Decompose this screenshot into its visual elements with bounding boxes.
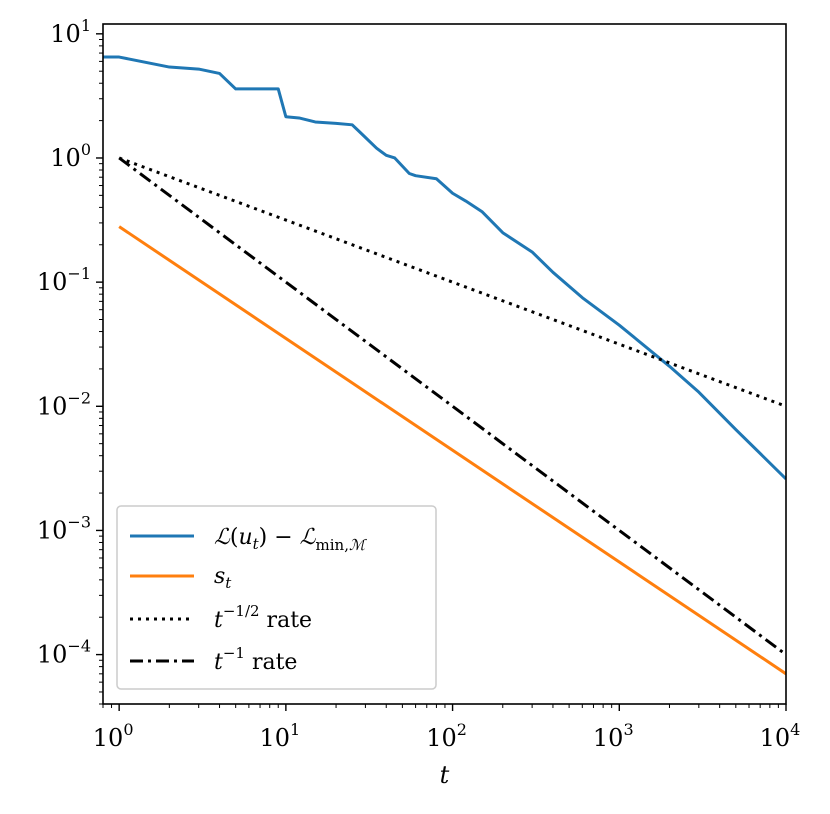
x-tick-label: 104	[760, 720, 801, 752]
axis-ticks: 100 101 102 103 104 101 100 10−1 10−2 10−3 10−4	[37, 16, 801, 752]
series-one-rate-line	[118, 156, 786, 656]
legend: ℒ(ut) − ℒmin,ℳ st t−1/2 rate t−1 rate	[116, 505, 437, 690]
x-tick-label: 101	[259, 720, 300, 752]
y-tick-label: 10−1	[37, 264, 91, 296]
x-axis-label: t	[440, 761, 450, 789]
legend-frame	[116, 505, 437, 690]
legend-label-half-rate: t−1/2 rate	[214, 602, 312, 633]
x-tick-label: 102	[426, 720, 467, 752]
y-tick-label: 10−4	[37, 637, 91, 669]
legend-label-st: st	[214, 564, 232, 592]
x-tick-label: 100	[93, 720, 134, 752]
legend-label-loss: ℒ(ut) − ℒmin,ℳ	[214, 525, 367, 554]
y-tick-label: 10−2	[37, 388, 91, 420]
y-tick-label: 100	[50, 140, 91, 172]
y-tick-label: 10−3	[37, 512, 91, 544]
legend-label-one-rate: t−1 rate	[214, 644, 297, 675]
y-tick-label: 101	[50, 16, 91, 48]
series-loss-line	[103, 55, 786, 480]
series-half-rate-line	[118, 156, 786, 408]
plot-series	[103, 55, 786, 676]
x-tick-label: 103	[593, 720, 634, 752]
plot-frame	[102, 23, 787, 705]
series-st-line	[118, 225, 786, 676]
